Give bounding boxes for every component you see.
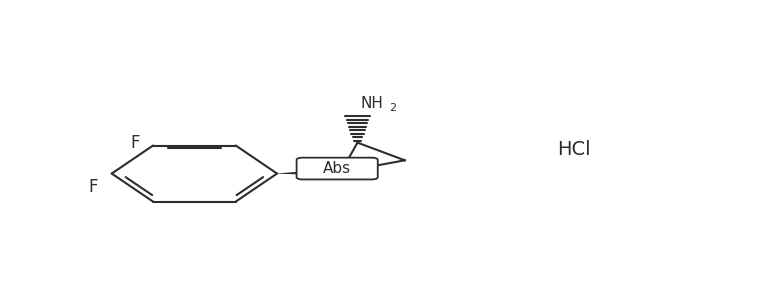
- Text: HCl: HCl: [557, 140, 590, 160]
- FancyBboxPatch shape: [297, 158, 378, 179]
- Text: Abs: Abs: [323, 161, 351, 176]
- Text: 2: 2: [389, 103, 396, 113]
- Text: F: F: [130, 134, 139, 152]
- Polygon shape: [277, 169, 341, 176]
- Text: F: F: [89, 178, 98, 196]
- Text: NH: NH: [360, 96, 383, 111]
